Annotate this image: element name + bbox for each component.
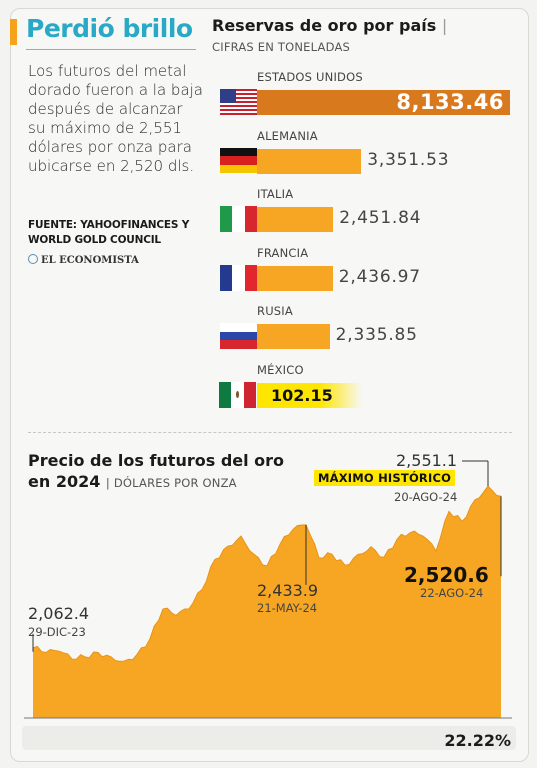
- source-text: FUENTE: YAHOOFINANCES Y WORLD GOLD COUNC…: [28, 218, 208, 248]
- change-percent: 22.22%: [444, 731, 511, 750]
- country-label: MÉXICO: [257, 362, 304, 377]
- price-subtitle-separator: |: [105, 476, 114, 490]
- reserves-title: Reservas de oro por país |: [212, 16, 447, 35]
- reserve-value: 3,351.53: [367, 149, 450, 170]
- end-value-label: 2,520.6: [404, 563, 489, 587]
- reserves-title-text: Reservas de oro por país: [212, 16, 437, 35]
- reserve-value: 2,436.97: [338, 266, 421, 287]
- mexico-flag-icon: [219, 381, 256, 408]
- intro-text: Los futuros del metal dorado fueron a la…: [28, 62, 203, 175]
- country-label: ITALIA: [257, 187, 294, 201]
- price-title-line-2: en 2024: [28, 472, 101, 491]
- title-separator: |: [441, 16, 448, 35]
- reserve-bar: [257, 324, 330, 349]
- reserves-subtitle: CIFRAS EN TONELADAS: [212, 40, 351, 54]
- reserve-bar: [257, 148, 362, 174]
- price-line: [32, 485, 502, 662]
- country-label: ESTADOS UNIDOS: [257, 70, 363, 84]
- price-area: [33, 486, 501, 718]
- price-title: Precio de los futuros del oro en 2024 | …: [28, 450, 288, 494]
- source-line-1: FUENTE: YAHOOFINANCES Y: [28, 219, 190, 231]
- title-accent-bar: [10, 19, 17, 45]
- price-subtitle: DÓLARES POR ONZA: [113, 476, 237, 490]
- title-rule: [26, 49, 196, 50]
- reserve-bar: [257, 265, 333, 291]
- max-date-label: 20-AGO-24: [394, 490, 458, 504]
- france-flag-icon: [220, 264, 257, 291]
- country-label: RUSIA: [257, 304, 293, 318]
- brand-logo: EL ECONOMISTA: [28, 254, 139, 266]
- italy-flag-icon: [220, 206, 257, 232]
- price-title-line-1: Precio de los futuros del oro: [28, 451, 285, 470]
- reserve-bar: [257, 207, 334, 232]
- country-label: FRANCIA: [257, 245, 309, 260]
- change-bar: [22, 726, 516, 750]
- start-date-label: 29-DIC-23: [28, 625, 86, 639]
- reserve-value: 2,451.84: [339, 208, 422, 228]
- reserve-value: 8,133.46: [396, 90, 504, 114]
- max-historic-badge: MÁXIMO HISTÓRICO: [314, 470, 456, 486]
- end-date-label: 22-AGO-24: [420, 586, 484, 600]
- brand-name: EL ECONOMISTA: [41, 255, 139, 266]
- reserve-bar: [257, 382, 362, 408]
- start-value-label: 2,062.4: [28, 604, 90, 623]
- mid-value-label: 2,433.9: [257, 581, 319, 600]
- country-label: ALEMANIA: [257, 128, 318, 143]
- source-line-2: WORLD GOLD COUNCIL: [28, 234, 161, 246]
- section-divider: [28, 432, 512, 433]
- main-title: Perdió brillo: [26, 14, 193, 43]
- reserve-value: 2,335.85: [335, 325, 418, 345]
- reserve-bar: [257, 90, 510, 115]
- russia-flag-icon: [220, 323, 257, 349]
- usa-flag-icon: [220, 89, 257, 115]
- max-value-label: 2,551.1: [396, 451, 458, 470]
- reserve-value: 102.15: [271, 385, 333, 405]
- germany-flag-icon: [220, 147, 257, 174]
- mid-date-label: 21-MAY-24: [257, 601, 318, 615]
- globe-icon: [28, 254, 38, 264]
